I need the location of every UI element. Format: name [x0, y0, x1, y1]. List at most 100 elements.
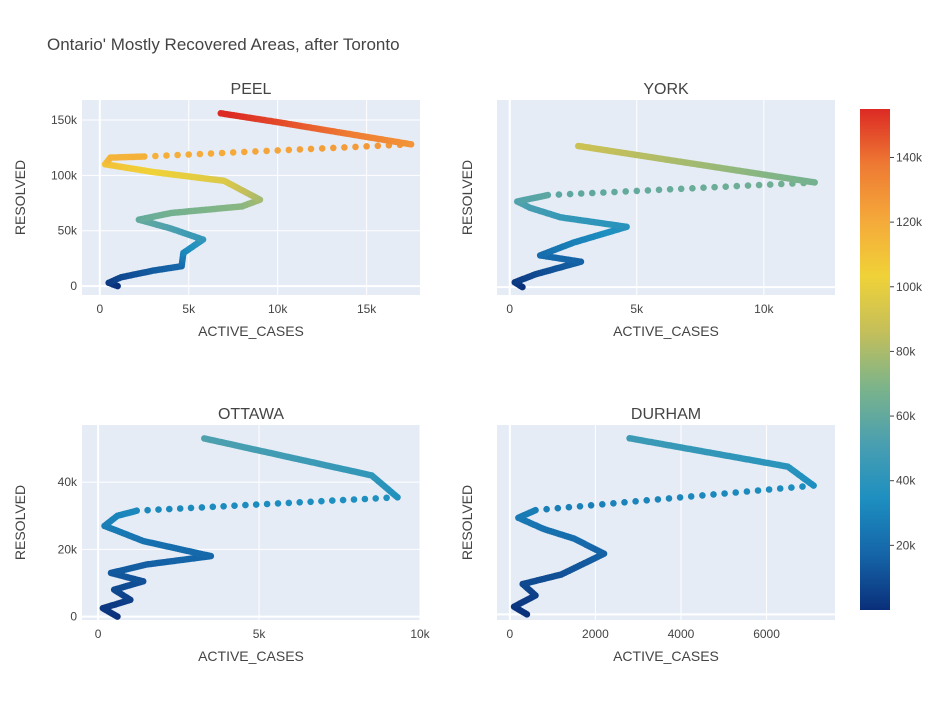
data-point	[575, 142, 582, 150]
data-point	[209, 503, 217, 511]
x-axis-label: ACTIVE_CASES	[613, 648, 719, 664]
colorbar-gradient	[860, 109, 890, 610]
subplot-durham: 0 2000 4000 6000 DURHAM ACTIVE_CASES RESOLVED	[459, 406, 835, 664]
x-tick-label: 15k	[357, 302, 377, 316]
x-axis-label: ACTIVE_CASES	[198, 648, 304, 664]
data-point	[352, 143, 359, 151]
plot-area	[497, 100, 835, 295]
subplot-title: YORK	[643, 81, 689, 98]
data-point	[374, 142, 382, 150]
data-point	[207, 150, 215, 157]
x-tick-label: 6000	[753, 627, 780, 641]
data-point	[187, 504, 195, 512]
data-point	[296, 146, 304, 153]
y-tick-label: 0	[70, 279, 77, 293]
data-point	[799, 483, 806, 490]
data-point	[654, 496, 662, 503]
data-point	[201, 435, 208, 442]
data-point	[765, 486, 773, 493]
subplot-title: DURHAM	[631, 406, 701, 423]
subplot-peel: 0 5k 10k 15k 0 50k 100k 150k PEEL ACTIVE_CASES RES…	[12, 81, 420, 339]
data-point	[733, 182, 741, 190]
data-point	[700, 184, 707, 191]
data-point	[710, 491, 717, 498]
data-point	[633, 187, 641, 195]
data-point	[732, 489, 739, 496]
y-tick-label: 20k	[58, 542, 78, 556]
y-tick-label: 40k	[58, 475, 78, 489]
y-axis-label: RESOLVED	[12, 160, 28, 235]
data-point	[565, 503, 573, 511]
data-point	[655, 186, 663, 194]
data-point	[677, 185, 685, 193]
data-point	[776, 485, 784, 492]
subplots: 0 5k 10k 15k 0 50k 100k 150k PEEL ACTIVE_CASES RES…	[12, 81, 835, 664]
data-point	[632, 498, 639, 505]
colorbar-tick-label: 20k	[896, 538, 916, 552]
y-tick-label: 0	[70, 610, 77, 624]
data-point	[532, 506, 539, 514]
subplot-title: OTTAWA	[218, 406, 284, 423]
data-point	[166, 505, 173, 513]
x-tick-label: 4000	[668, 627, 695, 641]
data-point	[577, 190, 585, 197]
data-point	[626, 435, 633, 442]
data-point	[141, 153, 148, 160]
subplot-york: 0 5k 10k YORK ACTIVE_CASES RESOLVED	[459, 81, 835, 339]
plot-area	[82, 425, 420, 620]
data-point	[285, 499, 293, 507]
data-point	[363, 143, 370, 150]
data-point	[687, 493, 695, 500]
data-point	[274, 147, 282, 154]
data-point	[587, 502, 595, 509]
x-tick-label: 5k	[630, 302, 644, 316]
data-point	[610, 500, 617, 507]
y-axis-label: RESOLVED	[459, 160, 475, 235]
data-point	[285, 146, 293, 154]
x-tick-label: 10k	[268, 302, 288, 316]
x-tick-label: 5k	[253, 627, 267, 641]
data-point	[198, 504, 206, 511]
data-point	[152, 152, 159, 160]
data-point	[196, 150, 204, 158]
data-point	[318, 145, 326, 152]
data-point	[788, 484, 795, 491]
chart-title: Ontario' Mostly Recovered Areas, after T…	[47, 35, 400, 54]
y-axis-label: RESOLVED	[12, 485, 28, 560]
data-point	[689, 185, 696, 192]
data-point	[307, 145, 315, 153]
x-tick-label: 2000	[582, 627, 609, 641]
markers	[99, 435, 401, 620]
data-point	[600, 189, 607, 196]
data-point	[307, 498, 314, 506]
data-point	[217, 110, 225, 117]
data-point	[296, 499, 304, 506]
data-point	[372, 495, 380, 502]
markers	[511, 142, 818, 291]
colorbar: 20k 40k 60k 80k 100k 120k 140k	[860, 109, 923, 610]
data-point	[252, 148, 259, 155]
data-point	[599, 501, 606, 508]
data-point	[722, 183, 729, 190]
subplot-title: PEEL	[231, 81, 272, 98]
data-point	[274, 500, 282, 507]
data-point	[144, 506, 151, 514]
x-tick-label: 10k	[410, 627, 430, 641]
x-tick-label: 0	[96, 302, 103, 316]
x-tick-label: 5k	[182, 302, 196, 316]
data-point	[744, 182, 752, 189]
markers	[101, 110, 415, 290]
data-point	[566, 190, 574, 198]
data-point	[621, 499, 628, 506]
data-point	[383, 494, 390, 502]
data-point	[155, 506, 162, 513]
data-point	[263, 500, 271, 508]
data-point	[350, 496, 358, 503]
colorbar-tick-label: 120k	[896, 215, 923, 229]
y-tick-label: 50k	[58, 224, 78, 238]
data-point	[229, 149, 237, 156]
data-point	[241, 148, 248, 156]
x-tick-label: 0	[506, 302, 513, 316]
data-point	[133, 507, 140, 514]
